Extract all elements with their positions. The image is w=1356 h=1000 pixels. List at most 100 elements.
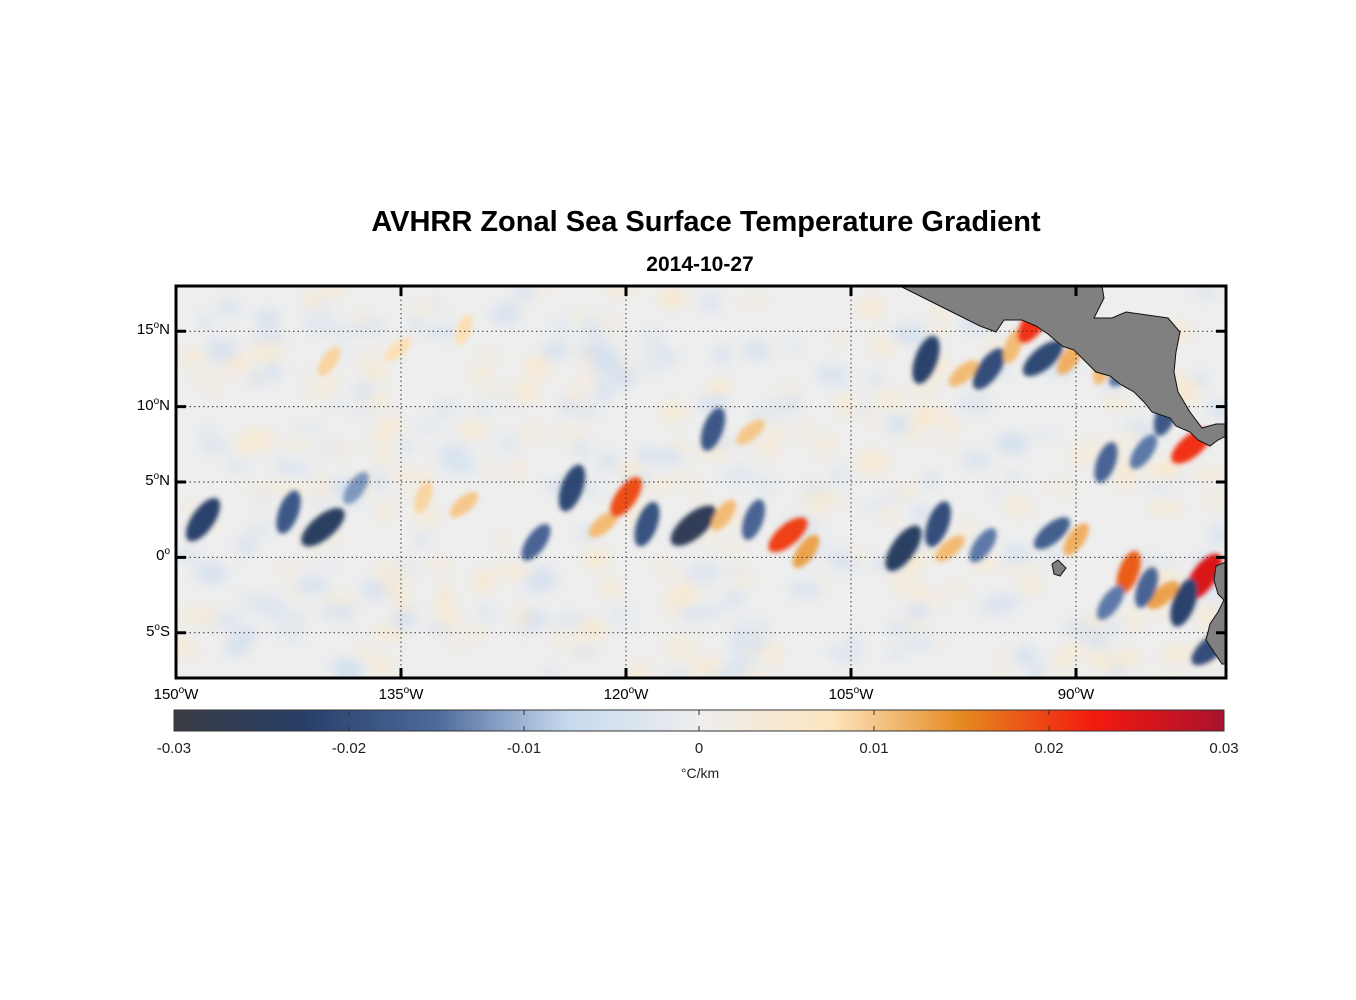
warm-gradient-feature [588,511,619,538]
texture-blob [304,291,322,309]
texture-blob [360,366,379,381]
texture-blob [897,485,916,497]
texture-blob [723,465,755,484]
texture-blob [518,422,547,444]
texture-blob [668,469,695,487]
texture-blob [962,451,990,470]
texture-blob [661,401,687,423]
texture-blob [199,312,214,331]
warm-gradient-feature [736,419,765,445]
texture-blob [763,397,789,420]
texture-blob [197,608,217,625]
texture-blob [394,594,411,613]
cold-gradient-feature [700,407,726,451]
texture-blob [627,662,645,678]
warm-gradient-feature [384,337,412,362]
texture-blob [551,315,570,338]
texture-blob [566,385,585,408]
cold-gradient-feature [969,528,997,563]
texture-blob [910,380,938,399]
cold-gradient-feature [972,348,1006,390]
texture-blob [508,460,525,481]
texture-blob [312,475,332,499]
south-america-land [1205,561,1226,665]
cold-gradient-feature [1129,434,1158,470]
texture-blob [279,628,307,644]
lon-tick-label: 150oW [153,685,199,703]
warm-gradient-feature [449,491,479,518]
texture-blob [988,487,1002,498]
texture-blob [886,648,904,659]
texture-blob [392,606,416,630]
cold-gradient-feature [670,505,717,546]
texture-blob [330,659,364,675]
texture-blob [414,419,442,435]
texture-blob [281,439,313,451]
texture-blob [868,373,884,388]
texture-blob [735,629,770,653]
texture-blob [705,669,742,678]
texture-blob [495,529,508,552]
texture-blob [527,567,557,592]
texture-blob [322,286,346,297]
texture-blob [697,560,722,572]
texture-blob [858,501,890,515]
texture-blob [1115,650,1142,666]
lon-tick-label: 90oW [1057,685,1095,703]
texture-blob [496,565,530,578]
texture-blob [234,534,259,556]
texture-blob [758,474,775,496]
texture-blob [340,603,357,623]
texture-blob [300,366,313,381]
texture-blob [472,569,494,593]
colorbar-ticks [348,710,1050,731]
cold-gradient-feature [1096,585,1125,620]
texture-blob [873,388,893,406]
texture-blob [1147,461,1181,478]
texture-blob [645,481,670,493]
texture-blob [1029,429,1059,439]
texture-blob [814,491,839,504]
texture-blob [247,523,273,535]
texture-blob [648,448,684,466]
texture-blob [302,317,335,335]
texture-blob [407,317,424,329]
colorbar-unit-label: °C/km [680,765,720,781]
lon-tick-label: 105oW [828,685,874,703]
texture-blob [864,409,880,428]
texture-blob [608,604,635,626]
texture-blob [477,603,497,625]
colorbar-tick-label: -0.02 [331,740,367,757]
lat-tick-label: 15oN [136,320,170,339]
texture-blob [655,351,682,360]
texture-blob [696,395,730,410]
texture-blob [399,484,418,500]
texture-blob [578,372,598,388]
texture-blob [374,626,405,641]
lon-tick-label: 120oW [603,685,649,703]
texture-blob [198,442,233,451]
texture-blob [1045,552,1063,561]
texture-blob [1205,399,1226,419]
texture-blob [218,298,242,317]
texture-blob [354,380,373,403]
texture-blob [663,636,697,660]
texture-blob [476,386,512,396]
texture-blob [275,458,293,475]
texture-blob [205,338,239,363]
texture-blob [811,509,825,523]
texture-blob [495,433,523,457]
texture-blob [443,612,465,630]
texture-blob [424,326,457,338]
texture-blob [740,296,772,308]
central-america-land [899,286,1226,447]
texture-blob [272,609,308,631]
texture-blob [250,341,286,362]
texture-blob [354,348,387,367]
texture-blob [222,611,242,632]
cold-gradient-feature [1022,340,1064,377]
colorbar-tick-label: 0.01 [859,740,889,757]
warm-gradient-feature [1147,580,1179,610]
texture-blob [931,634,946,650]
